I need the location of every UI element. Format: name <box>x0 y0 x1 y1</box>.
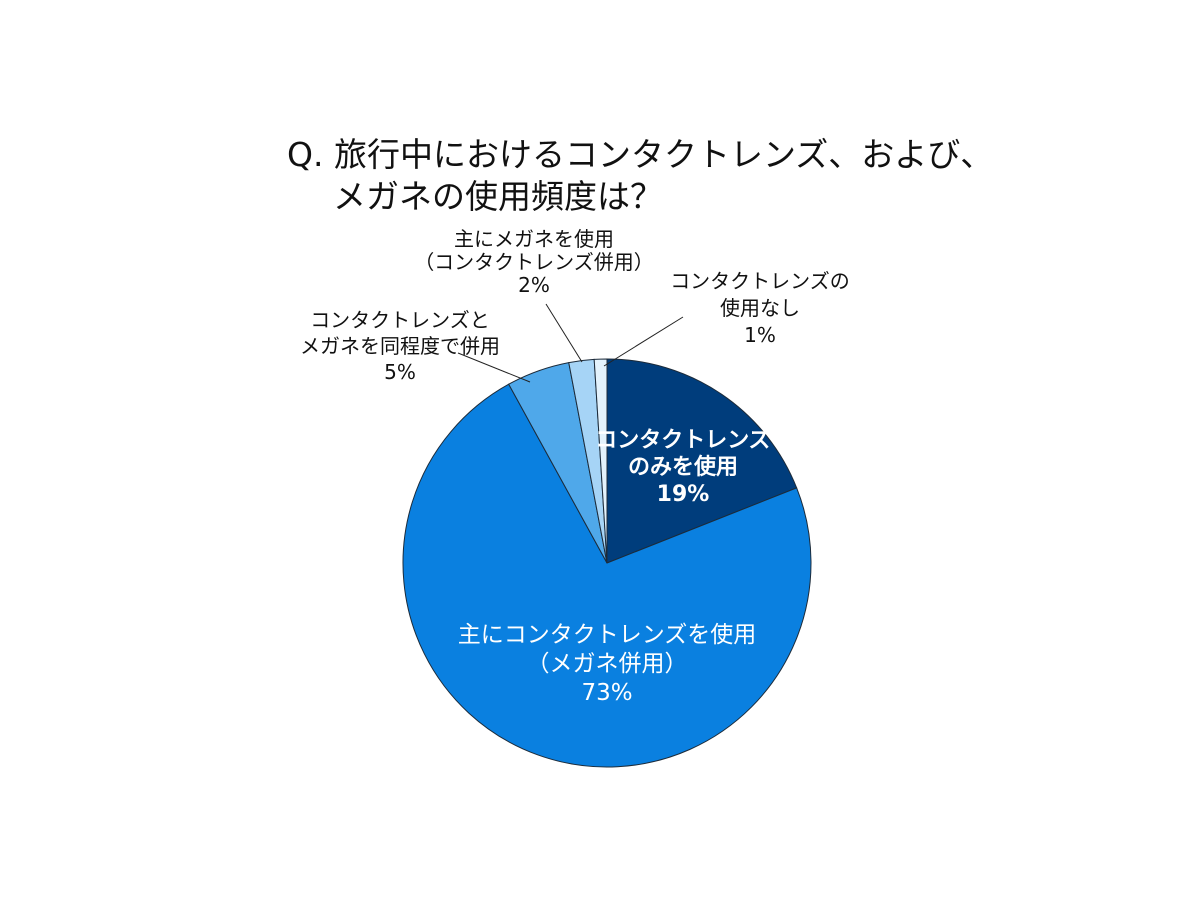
chart-title-line-2: メガネの使用頻度は？ <box>333 177 663 216</box>
slice-category-label-5: 使用なし <box>720 296 800 320</box>
slice-category-label-2: （メガネ併用） <box>527 651 688 677</box>
pie-slice-2 <box>402 383 812 768</box>
pie-slice-1 <box>606 358 798 564</box>
chart-title: Q. 旅行中におけるコンタクトレンズ、および、 メガネの使用頻度は？ <box>287 135 993 216</box>
slice-value-label-1: 19% <box>657 482 710 507</box>
slice-value-label-3: 5% <box>384 360 416 384</box>
leader-line-5 <box>603 316 684 367</box>
slice-category-label-3: メガネを同程度で併用 <box>300 334 500 358</box>
slice-category-label-3: コンタクトレンズと <box>310 308 490 332</box>
leader-lines <box>457 303 684 383</box>
slice-category-label-1: のみを使用 <box>628 455 738 480</box>
slice-category-label-5: コンタクトレンズの <box>670 269 850 293</box>
slice-value-label-5: 1% <box>744 323 776 347</box>
slice-category-label-4: 主にメガネを使用 <box>454 227 614 251</box>
slice-category-label-2: 主にコンタクトレンズを使用 <box>458 622 757 648</box>
leader-line-3 <box>457 352 531 383</box>
chart-title-line-1: Q. 旅行中におけるコンタクトレンズ、および、 <box>287 135 993 174</box>
leader-line-4 <box>545 303 583 363</box>
slice-value-label-4: 2% <box>518 273 550 297</box>
slice-value-label-2: 73% <box>581 680 632 706</box>
slice-category-label-1: コンタクトレンズ <box>595 427 771 453</box>
pie-slices <box>402 358 812 768</box>
pie-slice-5 <box>593 358 608 564</box>
slice-category-label-4: （コンタクトレンズ併用） <box>414 250 654 274</box>
